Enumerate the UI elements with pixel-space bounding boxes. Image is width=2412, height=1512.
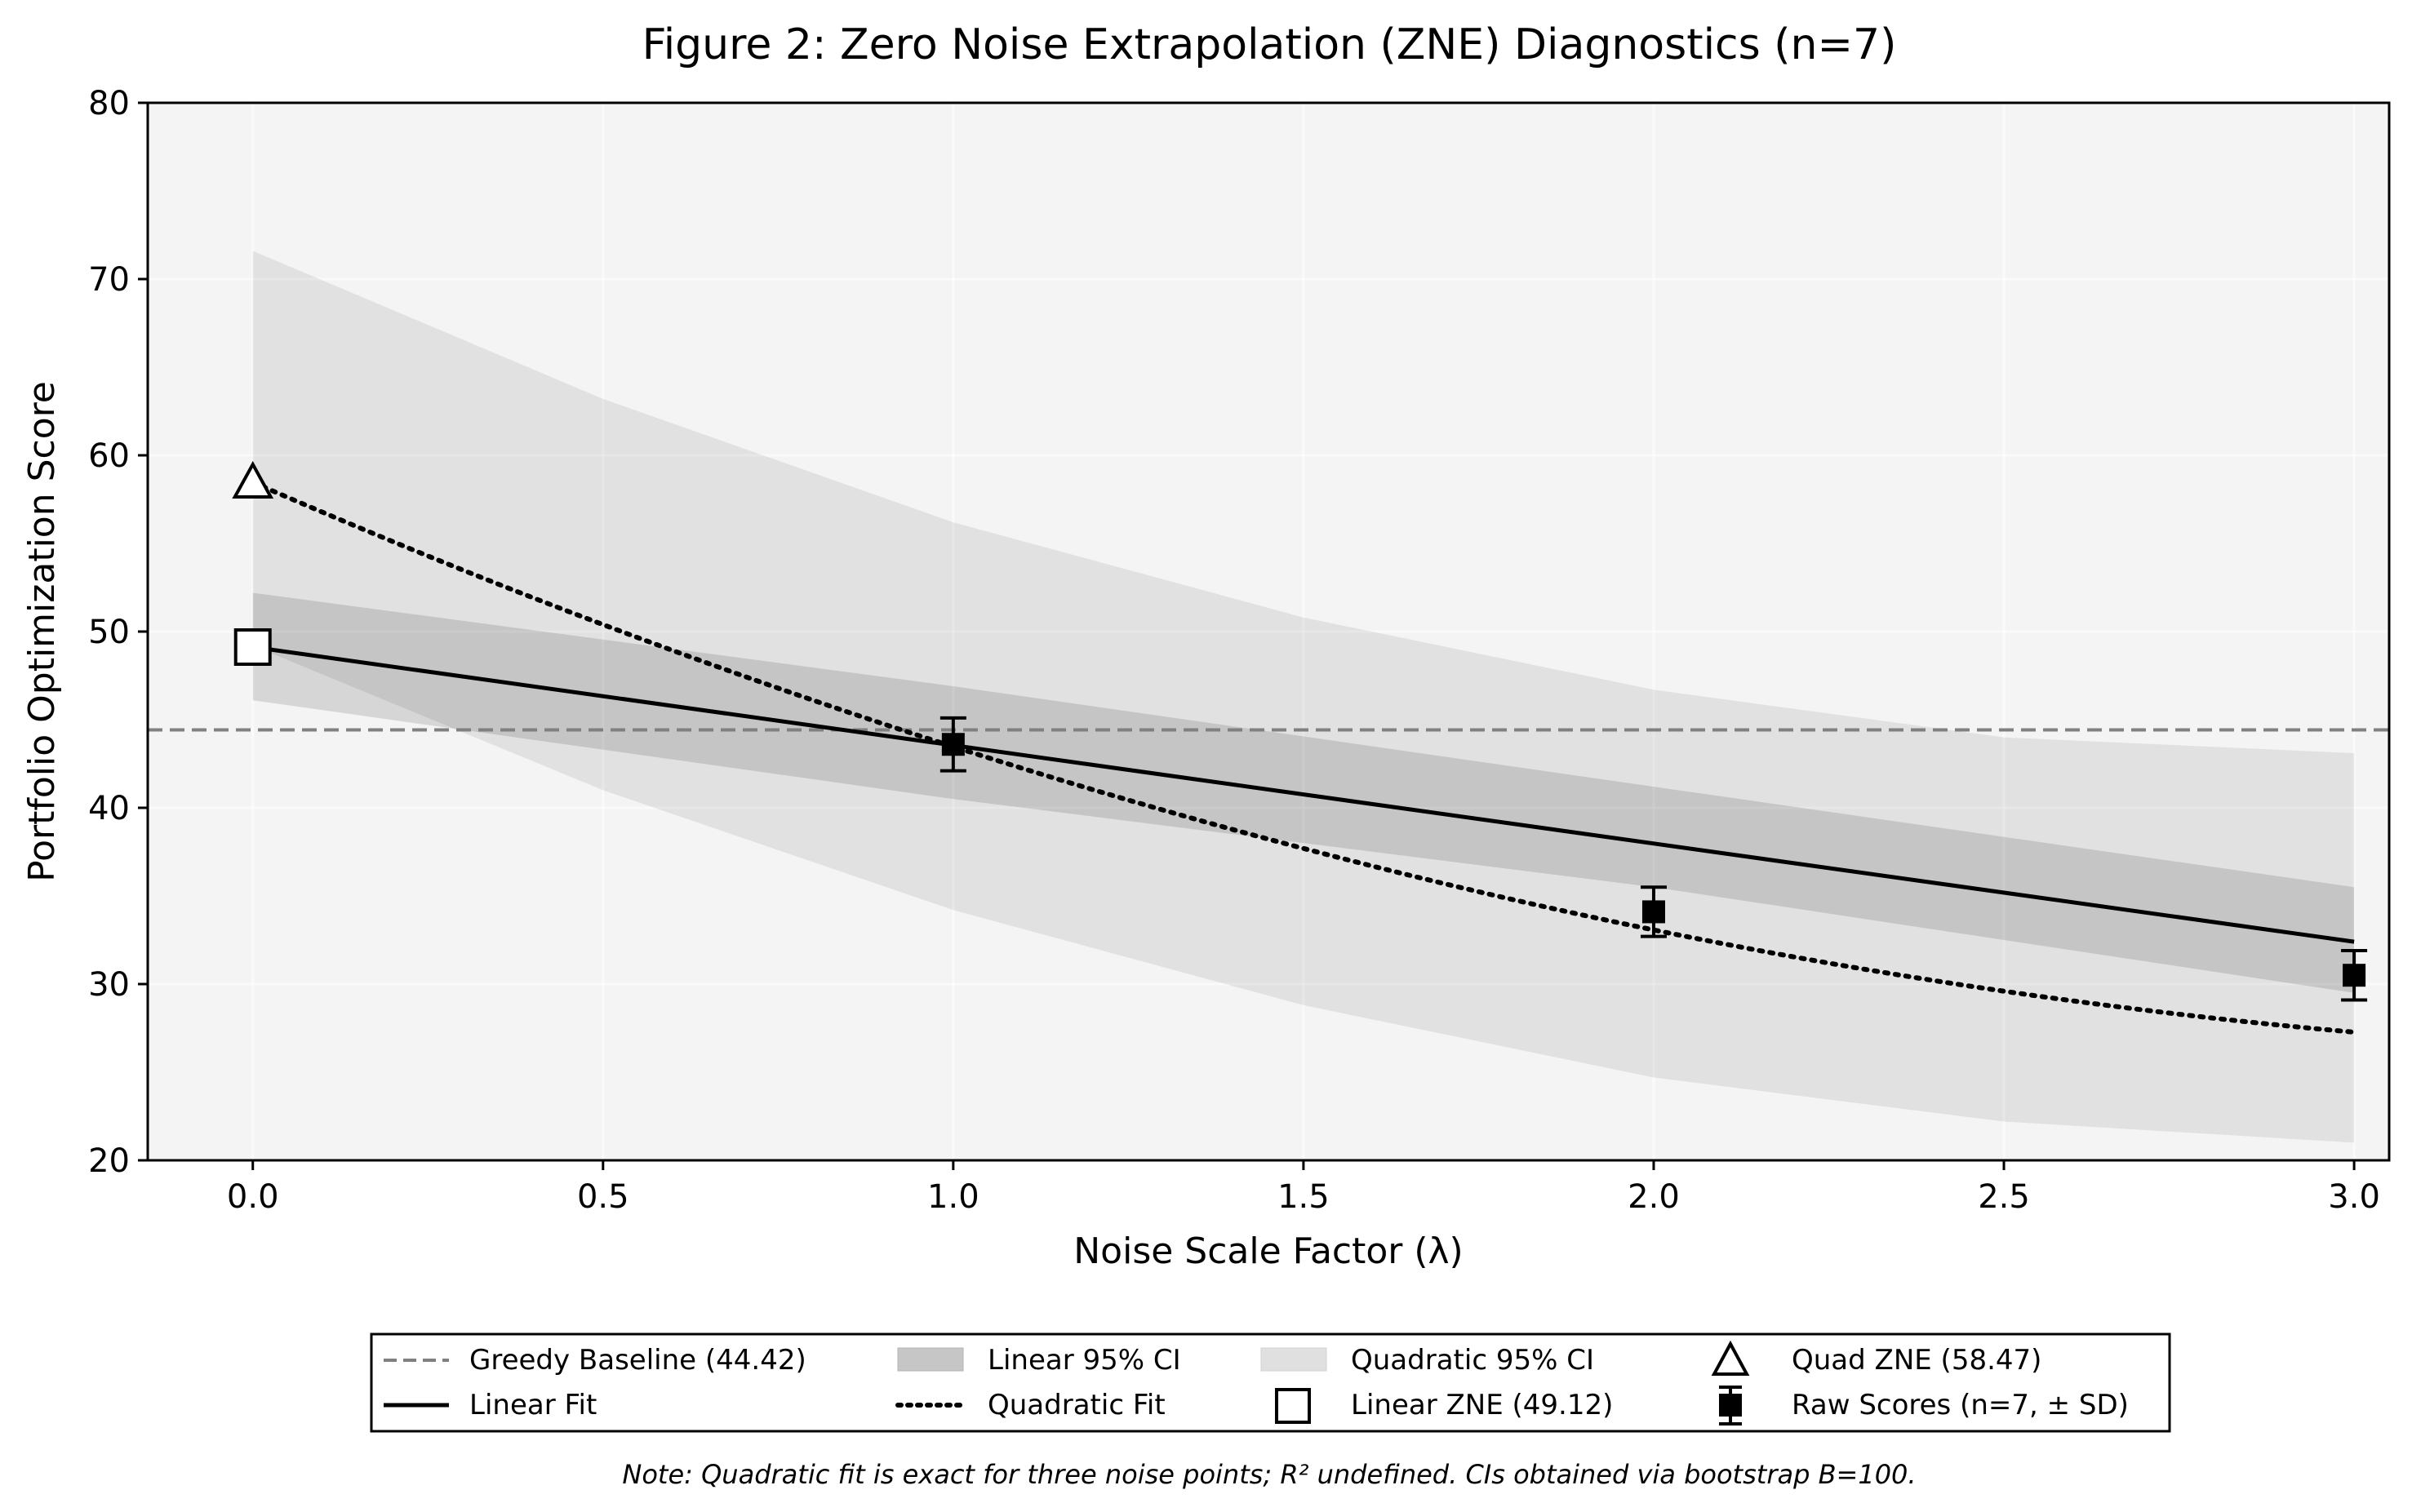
raw-score-point (939, 716, 966, 773)
x-axis-label: Noise Scale Factor (λ) (1073, 1230, 1463, 1272)
footnote: Note: Quadratic fit is exact for three n… (622, 1459, 1916, 1490)
quad-zne-marker (232, 460, 274, 499)
y-tick-label: 20 (88, 1142, 130, 1180)
raw-score-marker (1641, 900, 1665, 924)
raw-score-marker (2343, 964, 2366, 987)
x-tick-label: 1.5 (1277, 1178, 1330, 1216)
legend-swatch-quadratic-ci (1260, 1347, 1327, 1372)
legend-label-linear-fit: Linear Fit (469, 1389, 597, 1421)
y-tick-label: 30 (88, 966, 130, 1004)
axis-ticks: 0.0 0.5 1.0 1.5 2.0 2.5 3.0 20 30 40 50 60 70 80 (88, 85, 2380, 1216)
x-tick-label: 2.0 (1628, 1178, 1680, 1216)
y-tick-label: 50 (88, 614, 130, 651)
linear-zne-marker (233, 628, 272, 667)
quadratic-ci-band (252, 251, 2355, 1143)
raw-score-marker (941, 733, 965, 756)
legend-label-linear-ci: Linear 95% CI (988, 1344, 1181, 1377)
legend-label-quadratic-ci: Quadratic 95% CI (1351, 1344, 1594, 1377)
raw-score-point (1640, 885, 1667, 938)
x-tick-label: 0.5 (577, 1178, 629, 1216)
y-axis-label: Portfolio Optimization Score (21, 381, 63, 882)
legend-label-quad-zne: Quad ZNE (58.47) (1792, 1344, 2041, 1377)
x-tick-label: 1.0 (927, 1178, 979, 1216)
y-tick-label: 60 (88, 437, 130, 475)
chart-title: Figure 2: Zero Noise Extrapolation (ZNE)… (642, 20, 1897, 69)
series-layer (148, 251, 2389, 1143)
x-tick-label: 2.5 (1978, 1178, 2030, 1216)
x-tick-label: 0.0 (227, 1178, 279, 1216)
y-tick-label: 70 (88, 261, 130, 299)
x-tick-label: 3.0 (2328, 1178, 2380, 1216)
y-tick-label: 80 (88, 85, 130, 122)
quadratic-fit-line (250, 480, 2357, 1035)
legend: Greedy Baseline (44.42) Linear 95% CI Qu… (370, 1332, 2171, 1433)
legend-swatch-linear-zne (1275, 1388, 1311, 1424)
legend-label-quadratic-fit: Quadratic Fit (988, 1389, 1166, 1421)
raw-score-point (2341, 948, 2368, 1002)
legend-label-raw-scores: Raw Scores (n=7, ± SD) (1792, 1389, 2129, 1421)
legend-swatch-linear-ci (897, 1347, 964, 1372)
legend-swatch-raw-scores (1719, 1386, 1742, 1426)
y-tick-label: 40 (88, 790, 130, 827)
legend-label-greedy-baseline: Greedy Baseline (44.42) (469, 1344, 806, 1377)
legend-label-linear-zne: Linear ZNE (49.12) (1351, 1389, 1613, 1421)
linear-fit-line (252, 645, 2355, 944)
legend-swatch-quad-zne (1711, 1340, 1750, 1376)
